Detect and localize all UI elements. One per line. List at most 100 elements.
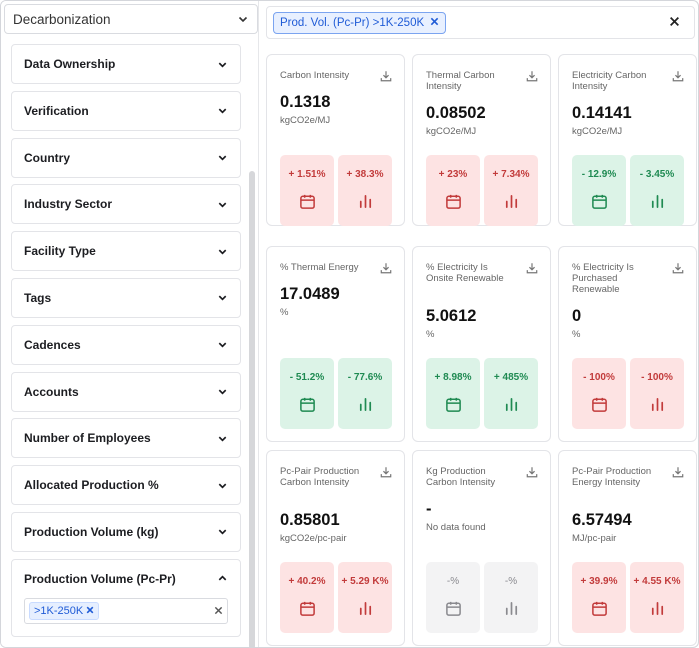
calendar-icon <box>445 396 462 418</box>
trend-change-tile[interactable]: - 77.6% <box>338 358 392 429</box>
filter-item[interactable]: Cadences <box>11 324 241 365</box>
bar-chart-icon <box>357 600 374 622</box>
active-filters-bar: Prod. Vol. (Pc-Pr) >1K-250K <box>266 6 695 39</box>
trend-change-tile[interactable]: - 100% <box>630 358 684 429</box>
clear-filters-icon[interactable] <box>669 14 680 31</box>
calendar-icon <box>299 396 316 418</box>
clear-value-icon[interactable] <box>214 604 223 618</box>
period-change-tile[interactable]: - 100% <box>572 358 626 429</box>
selected-value-chip[interactable]: >1K-250K <box>29 601 100 620</box>
active-filter-chip-label: Prod. Vol. (Pc-Pr) >1K-250K <box>280 16 425 29</box>
remove-value-icon[interactable] <box>86 605 94 617</box>
filter-label: Cadences <box>24 337 81 352</box>
metric-title: % Thermal Energy <box>280 262 359 273</box>
filter-sidebar: Decarbonization Data Ownership Verificati… <box>1 1 259 647</box>
period-change-value: + 8.98% <box>434 372 472 383</box>
download-icon[interactable] <box>380 261 392 279</box>
filter-label: Data Ownership <box>24 57 116 71</box>
filter-item[interactable]: Data Ownership <box>11 44 241 84</box>
metric-title: Pc-Pair Production Carbon Intensity <box>280 466 360 488</box>
filter-item[interactable]: Tags <box>11 277 241 318</box>
metric-value: 0.08502 <box>426 104 486 122</box>
download-icon[interactable] <box>526 465 538 483</box>
metric-card[interactable]: % Thermal Energy 17.0489% - 51.2% - 77.6% <box>266 246 405 442</box>
bar-chart-icon <box>649 600 666 622</box>
metric-title: Thermal Carbon Intensity <box>426 70 495 92</box>
metric-value: 0.85801 <box>280 511 340 529</box>
download-icon[interactable] <box>380 69 392 87</box>
metric-title: Kg Production Carbon Intensity <box>426 466 496 488</box>
metric-card[interactable]: Electricity Carbon Intensity 0.14141 kgCO2… <box>558 54 697 226</box>
trend-change-tile[interactable]: + 5.29 K% <box>338 562 392 633</box>
sidebar-scrollbar[interactable] <box>249 171 255 647</box>
filter-label: Facility Type <box>24 244 96 259</box>
trend-change-tile[interactable]: -% <box>484 562 538 633</box>
filter-value-input[interactable]: >1K-250K <box>24 597 228 624</box>
metric-card[interactable]: Pc-Pair Production Carbon Intensity 0.858… <box>266 450 405 646</box>
filter-item[interactable]: Production Volume (kg) <box>11 511 241 552</box>
trend-change-tile[interactable]: + 38.3% <box>338 155 392 226</box>
calendar-icon <box>445 193 462 215</box>
period-change-tile[interactable]: -% <box>426 562 480 633</box>
bar-chart-icon <box>357 193 374 215</box>
download-icon[interactable] <box>672 69 684 87</box>
filter-item[interactable]: Industry Sector <box>11 184 241 225</box>
filter-label: Industry Sector <box>24 197 113 212</box>
period-change-tile[interactable]: + 40.2% <box>280 562 334 633</box>
filter-list: Data Ownership Verification Country Industr… <box>11 44 241 644</box>
filter-item[interactable]: Facility Type <box>11 231 241 272</box>
period-change-value: + 40.2% <box>288 576 326 587</box>
chevron-down-icon <box>217 152 228 163</box>
filter-item[interactable]: Verification <box>11 90 241 131</box>
filter-item[interactable]: Accounts <box>11 371 241 412</box>
active-filter-chip[interactable]: Prod. Vol. (Pc-Pr) >1K-250K <box>273 11 447 34</box>
metric-card[interactable]: Kg Production Carbon Intensity - No data f… <box>412 450 551 646</box>
trend-change-value: - 77.6% <box>347 372 383 383</box>
filter-item-open[interactable]: Production Volume (Pc-Pr) >1K-250K <box>11 558 241 637</box>
metric-title: % Electricity Is Onsite Renewable <box>426 262 504 284</box>
download-icon[interactable] <box>380 465 392 483</box>
trend-change-tile[interactable]: + 7.34% <box>484 155 538 226</box>
metric-card[interactable]: Thermal Carbon Intensity 0.08502 kgCO2e/MJ… <box>412 54 551 226</box>
download-icon[interactable] <box>672 465 684 483</box>
chevron-down-icon <box>217 526 228 537</box>
metric-unit: kgCO2e/pc-pair <box>280 533 347 544</box>
period-change-tile[interactable]: + 8.98% <box>426 358 480 429</box>
trend-change-tile[interactable]: + 485% <box>484 358 538 429</box>
period-change-tile[interactable]: - 51.2% <box>280 358 334 429</box>
filter-item[interactable]: Allocated Production % <box>11 465 241 506</box>
metric-card[interactable]: % Electricity Is Purchased Renewable 0% - … <box>558 246 697 442</box>
trend-change-value: + 38.3% <box>346 169 384 180</box>
trend-change-value: - 3.45% <box>639 169 675 180</box>
trend-change-tile[interactable]: + 4.55 K% <box>630 562 684 633</box>
filter-item[interactable]: Country <box>11 137 241 178</box>
trend-change-tile[interactable]: - 3.45% <box>630 155 684 226</box>
metric-value: 0 <box>572 307 582 325</box>
bar-chart-icon <box>503 600 520 622</box>
metric-card[interactable]: % Electricity Is Onsite Renewable 5.0612%… <box>412 246 551 442</box>
selected-value-label: >1K-250K <box>34 604 84 617</box>
dashboard-selector[interactable]: Decarbonization <box>4 4 258 34</box>
metric-card[interactable]: Pc-Pair Production Energy Intensity 6.574… <box>558 450 697 646</box>
filter-label: Production Volume (Pc-Pr) <box>24 571 176 586</box>
period-change-tile[interactable]: + 1.51% <box>280 155 334 226</box>
download-icon[interactable] <box>672 261 684 279</box>
calendar-icon <box>299 193 316 215</box>
chevron-up-icon[interactable] <box>217 573 228 584</box>
period-change-value: + 23% <box>438 169 468 180</box>
metric-card[interactable]: Carbon Intensity 0.1318 kgCO2e/MJ + 1.51% + … <box>266 54 405 226</box>
trend-change-value: + 7.34% <box>492 169 530 180</box>
period-change-tile[interactable]: - 12.9% <box>572 155 626 226</box>
period-change-value: + 39.9% <box>580 576 618 587</box>
remove-chip-icon[interactable] <box>430 17 439 29</box>
period-change-tile[interactable]: + 23% <box>426 155 480 226</box>
download-icon[interactable] <box>526 69 538 87</box>
filter-item[interactable]: Number of Employees <box>11 418 241 459</box>
period-change-tile[interactable]: + 39.9% <box>572 562 626 633</box>
download-icon[interactable] <box>526 261 538 279</box>
metric-unit: % <box>280 307 289 318</box>
trend-change-value: + 5.29 K% <box>341 576 389 587</box>
metric-unit: MJ/pc-pair <box>572 533 617 544</box>
filter-label: Number of Employees <box>24 431 151 446</box>
